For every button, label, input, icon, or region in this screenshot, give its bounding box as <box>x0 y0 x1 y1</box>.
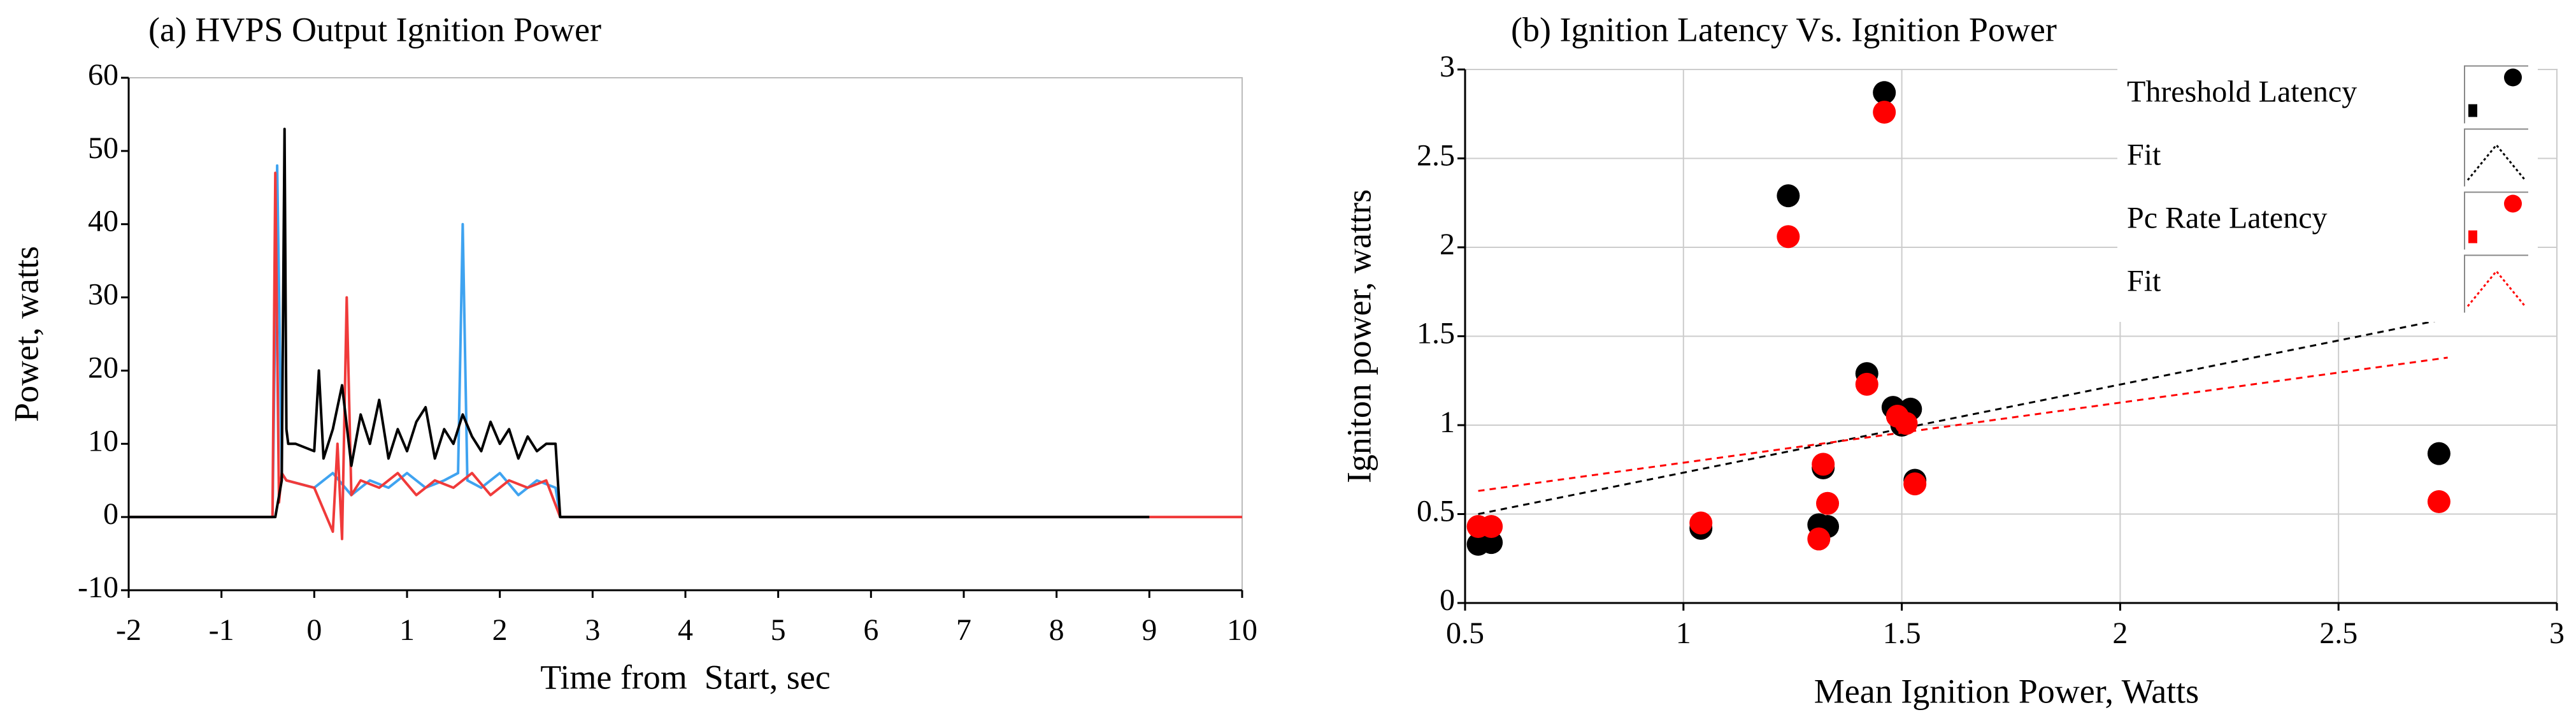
x-tick-label: 5 <box>771 613 786 647</box>
y-tick-label: 30 <box>88 278 118 312</box>
legend-marker <box>2504 68 2522 87</box>
chart-title: (b) Ignition Latency Vs. Ignition Power <box>1511 10 2057 48</box>
scatter-point <box>2427 490 2451 513</box>
y-tick-label: 1.5 <box>1417 317 1455 351</box>
scatter-point <box>1777 225 1800 249</box>
y-tick-label: 40 <box>88 205 118 238</box>
legend-label: Threshold Latency <box>2127 75 2357 109</box>
legend: Threshold Latency Fit Pc Rate Latency Fit <box>2117 57 2538 322</box>
legend-sample-frame <box>2464 254 2528 313</box>
scatter-point <box>1807 527 1831 551</box>
scatter-point <box>1816 491 1840 515</box>
legend-label: Fit <box>2127 265 2161 298</box>
series-line <box>129 127 1150 519</box>
y-tick-label: 2.5 <box>1417 139 1455 173</box>
legend-sample-frame <box>2464 65 2528 124</box>
x-tick-label: 1.5 <box>1883 616 1921 650</box>
x-tick-label: 6 <box>863 613 878 647</box>
y-tick-label: 0 <box>103 497 118 531</box>
series-line <box>1478 356 2448 492</box>
chart: (a) HVPS Output Ignition Power Time from … <box>7 10 1257 696</box>
x-tick-label: 3 <box>2549 616 2565 650</box>
x-tick-label: 2.5 <box>2319 616 2358 650</box>
y-tick-label: 0.5 <box>1417 495 1455 528</box>
legend-marker <box>2468 104 2477 117</box>
legend-sample-frame <box>2464 191 2528 250</box>
y-tick-label: 50 <box>88 131 118 165</box>
y-tick-label: -10 <box>78 570 118 604</box>
scatter-point <box>1873 81 1896 105</box>
y-axis-label: Igniton power, wattrs <box>1340 189 1378 483</box>
x-tick-label: 2 <box>492 613 508 647</box>
x-tick-label: 2 <box>2112 616 2128 650</box>
x-tick-label: 1 <box>1676 616 1691 650</box>
x-tick-label: 10 <box>1227 613 1257 647</box>
x-tick-label: 8 <box>1049 613 1064 647</box>
scatter-point <box>1855 372 1878 396</box>
chart-title: (a) HVPS Output Ignition Power <box>148 10 601 48</box>
scatter-point <box>2427 442 2451 465</box>
x-tick-label: 0 <box>306 613 322 647</box>
scatter-point <box>1689 511 1713 535</box>
scatter-point <box>1777 184 1800 208</box>
x-axis-label: Mean Ignition Power, Watts <box>1814 672 2199 710</box>
scatter-point <box>1480 515 1503 539</box>
y-tick-label: 60 <box>88 58 118 92</box>
y-tick-label: 2 <box>1440 228 1455 261</box>
scatter-point <box>1873 100 1896 124</box>
scatter-point <box>1480 531 1503 555</box>
legend-sample-frame <box>2464 128 2528 187</box>
y-tick-label: 0 <box>1440 583 1455 617</box>
x-tick-label: -1 <box>209 613 234 647</box>
legend-box <box>2117 57 2538 322</box>
x-tick-label: 7 <box>956 613 971 647</box>
legend-label: Pc Rate Latency <box>2127 201 2328 235</box>
chart: (b) Ignition Latency Vs. Ignition Power M… <box>1340 10 2565 710</box>
series-line <box>1478 317 2448 515</box>
y-tick-label: 3 <box>1440 50 1455 83</box>
y-tick-label: 20 <box>88 351 118 384</box>
scatter-point <box>1903 472 1927 496</box>
scatter-point <box>1812 453 1835 476</box>
y-tick-label: 10 <box>88 424 118 458</box>
legend-marker <box>2468 230 2477 243</box>
legend-label: Fit <box>2127 138 2161 172</box>
y-axis-label: Powet, watts <box>7 246 45 422</box>
y-tick-label: 1 <box>1440 405 1455 439</box>
x-tick-label: 9 <box>1141 613 1157 647</box>
x-tick-label: 3 <box>585 613 600 647</box>
scatter-point <box>1894 412 1918 435</box>
x-axis-label: Time from Start, sec <box>540 658 830 696</box>
x-tick-label: 1 <box>399 613 415 647</box>
x-tick-label: 4 <box>678 613 693 647</box>
legend-marker <box>2504 194 2522 213</box>
plot-frame <box>128 77 1243 591</box>
x-tick-label: -2 <box>116 613 141 647</box>
x-tick-label: 0.5 <box>1446 616 1484 650</box>
